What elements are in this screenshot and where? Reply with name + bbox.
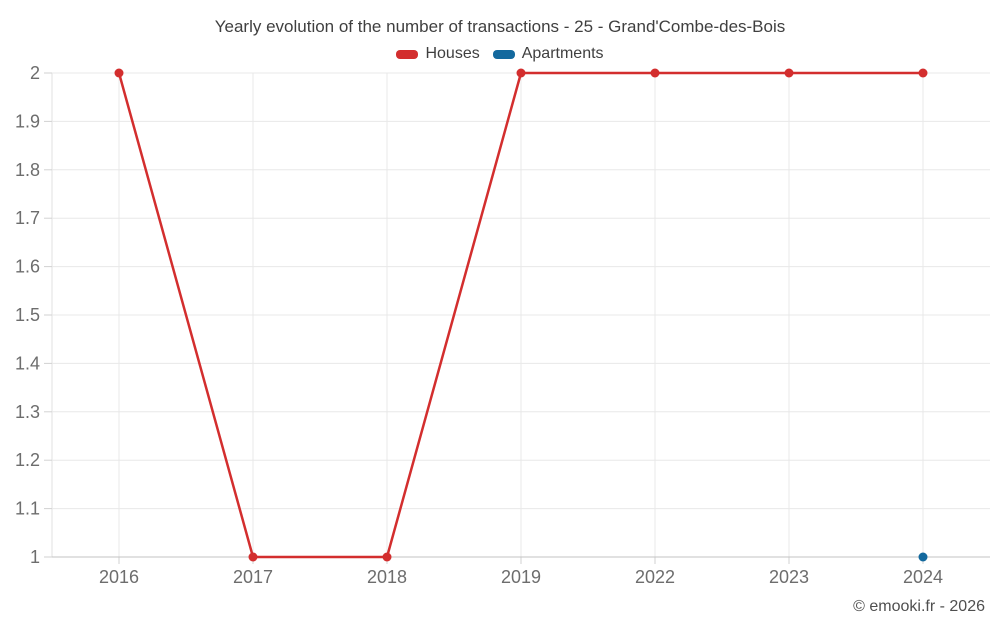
y-axis-label: 1.2 bbox=[15, 450, 40, 470]
chart-title: Yearly evolution of the number of transa… bbox=[214, 17, 786, 36]
legend-label-apartments: Apartments bbox=[521, 45, 604, 62]
copyright: © emooki.fr - 2026 bbox=[853, 598, 985, 615]
x-axis-label: 2017 bbox=[233, 567, 273, 587]
data-point-houses-2017[interactable] bbox=[248, 552, 258, 562]
x-axis-label: 2019 bbox=[501, 567, 541, 587]
y-axis-label: 2 bbox=[30, 63, 40, 83]
apartments-series-swatch-icon bbox=[492, 49, 515, 59]
y-axis-label: 1 bbox=[30, 547, 40, 567]
x-axis-label: 2016 bbox=[99, 567, 139, 587]
data-point-houses-2018[interactable] bbox=[382, 552, 392, 562]
y-axis-label: 1.9 bbox=[15, 111, 40, 131]
data-point-apartments-2024[interactable] bbox=[918, 552, 928, 562]
data-point-houses-2016[interactable] bbox=[114, 68, 124, 78]
y-axis-label: 1.3 bbox=[15, 402, 40, 422]
legend-item-apartments[interactable]: Apartments bbox=[492, 45, 604, 63]
y-axis-label: 1.8 bbox=[15, 160, 40, 180]
chart-legend: Houses Apartments bbox=[0, 45, 1000, 63]
data-point-houses-2024[interactable] bbox=[918, 68, 928, 78]
legend-label-houses: Houses bbox=[425, 45, 480, 62]
data-point-houses-2019[interactable] bbox=[516, 68, 526, 78]
y-axis-label: 1.5 bbox=[15, 305, 40, 325]
y-axis-label: 1.4 bbox=[15, 353, 40, 373]
x-axis-label: 2018 bbox=[367, 567, 407, 587]
data-point-houses-2022[interactable] bbox=[650, 68, 660, 78]
x-axis-label: 2022 bbox=[635, 567, 675, 587]
x-axis-label: 2024 bbox=[903, 567, 943, 587]
y-axis-label: 1.1 bbox=[15, 499, 40, 519]
y-axis-label: 1.7 bbox=[15, 208, 40, 228]
houses-series-swatch-icon bbox=[396, 49, 419, 59]
x-axis-label: 2023 bbox=[769, 567, 809, 587]
legend-item-houses[interactable]: Houses bbox=[396, 45, 480, 63]
data-point-houses-2023[interactable] bbox=[784, 68, 794, 78]
y-axis-label: 1.6 bbox=[15, 257, 40, 277]
